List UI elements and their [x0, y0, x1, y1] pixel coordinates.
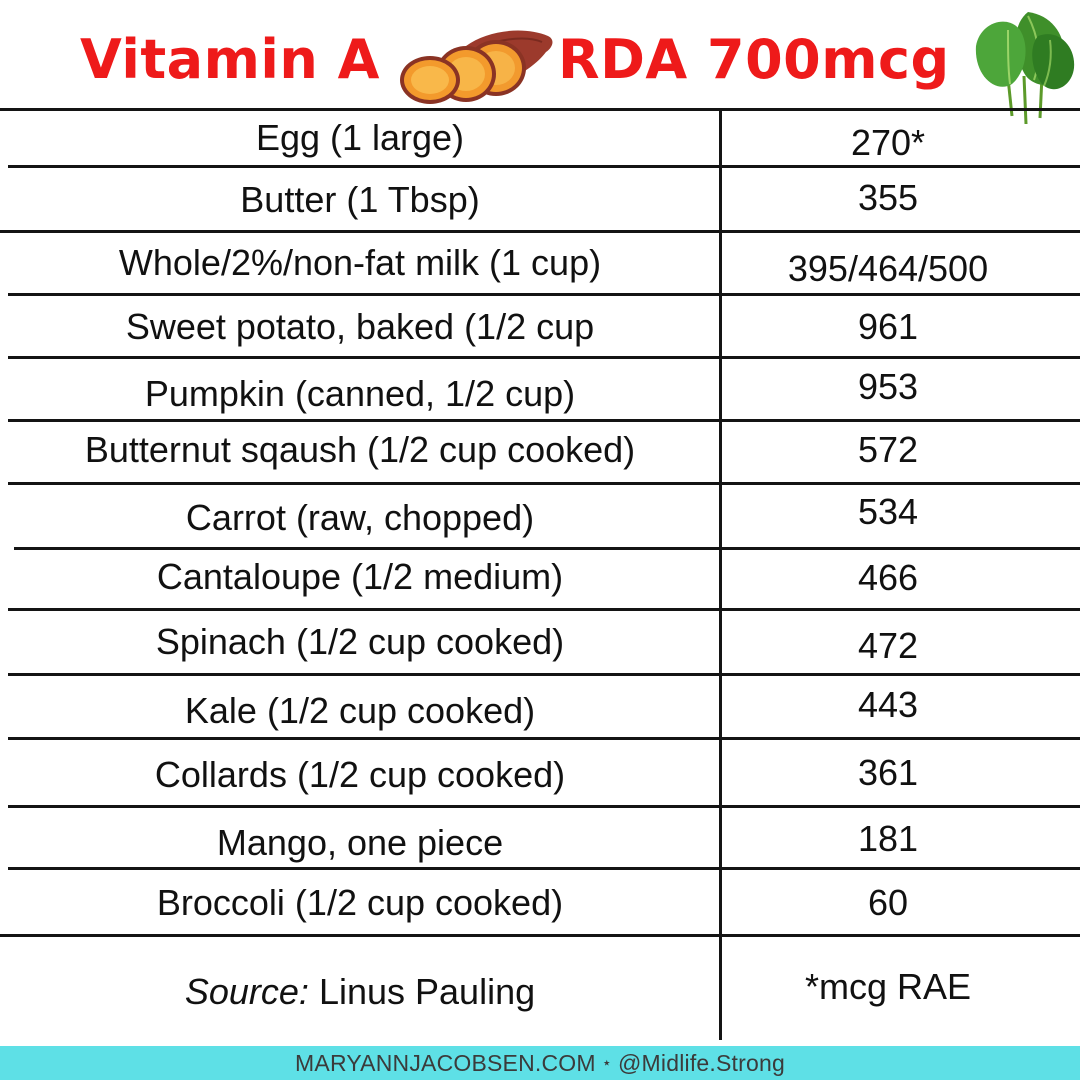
- value-cell-cantaloupe: 466: [857, 557, 919, 598]
- footer-website: MARYANNJACOBSEN.COM: [295, 1049, 596, 1076]
- source-name: Linus Pauling: [318, 971, 536, 1012]
- value-cell-mango: 181: [857, 818, 919, 859]
- header: Vitamin A RDA 700mcg: [0, 0, 1080, 125]
- food-cell-spinach: Spinach (1/2 cup cooked): [155, 621, 565, 662]
- source-label: Source:: [184, 971, 309, 1012]
- row-divider: [8, 608, 1080, 611]
- value-cell-butternut-squash: 572: [857, 429, 919, 470]
- title-vitamin-a: Vitamin A: [80, 28, 380, 91]
- column-divider: [719, 108, 722, 1040]
- value-cell-egg: 270*: [850, 122, 926, 163]
- sweet-potato-icon: [400, 30, 553, 104]
- food-cell-pumpkin: Pumpkin (canned, 1/2 cup): [144, 373, 576, 414]
- food-cell-kale: Kale (1/2 cup cooked): [184, 690, 536, 731]
- vitamin-a-table: Egg (1 large) 270* Butter (1 Tbsp) 355 W…: [0, 108, 1080, 1046]
- unit-note-cell: *mcg RAE: [804, 966, 972, 1007]
- value-cell-broccoli: 60: [867, 882, 909, 923]
- source-cell: Source: Linus Pauling: [0, 937, 720, 1047]
- row-divider: [8, 482, 1080, 485]
- food-cell-sweet-potato: Sweet potato, baked (1/2 cup: [125, 306, 595, 347]
- food-cell-mango: Mango, one piece: [216, 822, 504, 863]
- row-divider: [8, 737, 1080, 740]
- value-cell-spinach: 472: [857, 625, 919, 666]
- value-cell-sweet-potato: 961: [857, 306, 919, 347]
- row-divider: [8, 356, 1080, 359]
- value-cell-butter: 355: [857, 177, 919, 218]
- food-cell-milk: Whole/2%/non-fat milk (1 cup): [118, 242, 602, 283]
- star-separator: ⋆: [601, 1055, 612, 1072]
- food-cell-carrot: Carrot (raw, chopped): [185, 497, 535, 538]
- food-cell-butter: Butter (1 Tbsp): [240, 179, 480, 220]
- value-cell-pumpkin: 953: [857, 366, 919, 407]
- row-divider: [0, 230, 1080, 233]
- food-cell-egg: Egg (1 large): [255, 117, 465, 158]
- row-divider: [8, 293, 1080, 296]
- row-divider: [8, 673, 1080, 676]
- title-rda: RDA 700mcg: [558, 28, 950, 91]
- value-cell-carrot: 534: [857, 491, 919, 532]
- value-cell-kale: 443: [857, 684, 919, 725]
- spinach-icon: [975, 12, 1075, 125]
- food-cell-cantaloupe: Cantaloupe (1/2 medium): [156, 556, 564, 597]
- row-divider: [8, 805, 1080, 808]
- row-divider: [8, 165, 1080, 168]
- value-cell-collards: 361: [857, 752, 919, 793]
- row-divider: [8, 867, 1080, 870]
- value-cell-milk: 395/464/500: [787, 248, 989, 289]
- footer-handle: @Midlife.Strong: [617, 1049, 785, 1076]
- footer-banner: MARYANNJACOBSEN.COM ⋆ @Midlife.Strong: [0, 1046, 1080, 1080]
- food-cell-butternut-squash: Butternut sqaush (1/2 cup cooked): [84, 429, 636, 470]
- row-divider: [0, 934, 1080, 937]
- row-divider: [8, 419, 1080, 422]
- row-divider: [0, 108, 1080, 111]
- food-cell-broccoli: Broccoli (1/2 cup cooked): [156, 882, 564, 923]
- food-cell-collards: Collards (1/2 cup cooked): [154, 754, 566, 795]
- row-divider: [14, 547, 1080, 550]
